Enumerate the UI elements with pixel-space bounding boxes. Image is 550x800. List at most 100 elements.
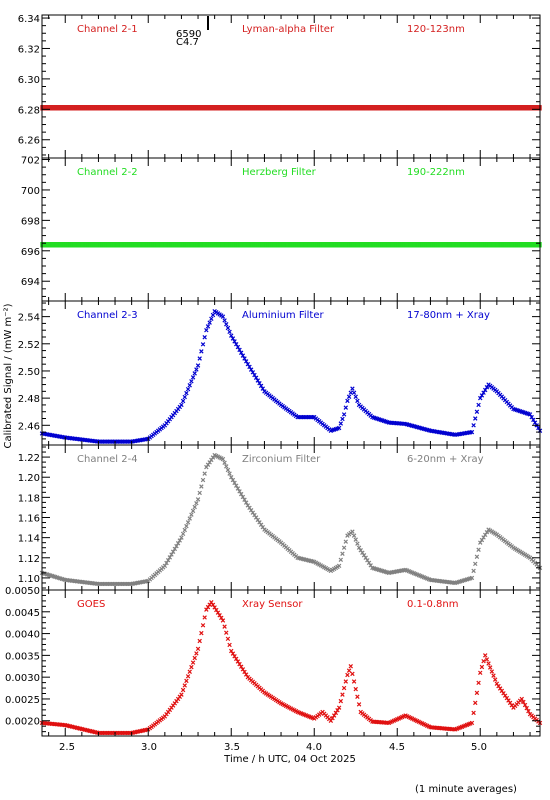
panel-5: 0.0020 0.0025 0.0030 0.0035 0.0040 0.0045 0.00… (5, 586, 543, 737)
y-tick-label: 0.0045 (5, 608, 40, 619)
y-tick-label: 6.26 (18, 136, 40, 147)
data-point (331, 713, 337, 718)
y-tick-label: 700 (21, 186, 40, 197)
data-point (350, 671, 355, 677)
data-point (340, 692, 345, 697)
data-point (209, 316, 214, 322)
x-tick-label: 4.0 (306, 742, 322, 753)
data-point (197, 490, 202, 496)
data-point (197, 638, 202, 644)
y-tick-label: 6.32 (18, 44, 40, 55)
data-point (243, 672, 249, 677)
data-point (169, 552, 174, 557)
data-point (233, 483, 239, 488)
y-tick-label: 2.52 (18, 340, 40, 351)
data-point (365, 558, 370, 563)
data-point (245, 361, 251, 367)
data-point (474, 554, 480, 559)
data-point (185, 386, 191, 392)
data-point (224, 322, 229, 327)
data-point (478, 670, 483, 676)
data-point (179, 535, 184, 540)
data-point (192, 371, 197, 376)
data-point (479, 664, 485, 670)
data-point (333, 710, 339, 716)
data-point (338, 698, 344, 704)
series-points (39, 599, 543, 736)
data-point (341, 685, 347, 691)
data-point (192, 504, 197, 510)
data-point (237, 489, 242, 494)
band-label: 120-123nm (407, 24, 465, 35)
data-point (222, 624, 227, 629)
y-tick-label: 0.0030 (5, 673, 40, 684)
data-point (189, 379, 194, 384)
data-point (481, 390, 486, 395)
data-point (360, 550, 365, 555)
data-point (478, 540, 483, 545)
data-point (210, 602, 216, 608)
event-marker-label: C4.7 (176, 37, 199, 48)
data-point (227, 642, 232, 648)
data-point (257, 380, 262, 386)
data-point (199, 349, 204, 354)
data-point (476, 680, 481, 686)
data-point (219, 615, 224, 621)
x-tick-label: 5.0 (471, 742, 487, 753)
data-point (189, 512, 194, 517)
data-point (217, 613, 222, 618)
panel-frame (41, 300, 541, 446)
data-point (230, 477, 236, 483)
data-point (167, 555, 173, 560)
data-point (348, 390, 353, 395)
data-point (165, 557, 171, 563)
data-point (197, 356, 202, 361)
data-point (184, 678, 189, 684)
data-point (258, 383, 264, 389)
data-point (345, 398, 350, 404)
data-point (210, 312, 216, 318)
data-point (240, 667, 246, 672)
data-point (229, 648, 234, 654)
data-point (531, 417, 536, 423)
channel-label: Channel 2-3 (77, 310, 138, 321)
data-point (233, 341, 239, 347)
panel-frame (41, 444, 541, 591)
data-point (222, 318, 227, 323)
band-label: 6-20nm + Xray (407, 454, 484, 465)
y-axis-label: Calibrated Signal / (mW m⁻²) (3, 303, 14, 448)
data-point (260, 386, 266, 391)
data-point (235, 344, 241, 350)
channel-label: Channel 2-1 (77, 24, 138, 35)
data-point (182, 527, 187, 533)
data-point (202, 335, 207, 340)
data-point (170, 549, 176, 554)
y-tick-label: 1.14 (18, 534, 40, 545)
channel-label: Channel 2-4 (77, 454, 138, 465)
data-point (474, 690, 480, 696)
y-tick-label: 0.0020 (5, 717, 40, 728)
data-point (232, 480, 237, 486)
y-tick-label: 1.22 (18, 453, 40, 464)
data-point (187, 383, 192, 388)
y-tick-label: 1.12 (18, 554, 40, 565)
data-point (237, 347, 242, 353)
data-point (471, 423, 476, 428)
data-point (476, 547, 481, 552)
data-point (182, 394, 187, 400)
data-point (336, 705, 342, 710)
data-point (229, 333, 234, 338)
averaging-note: (1 minute averages) (415, 784, 517, 795)
data-point (185, 674, 191, 679)
data-point (233, 656, 239, 662)
data-point (491, 673, 496, 678)
data-point (338, 557, 344, 563)
panel-4: 1.10 1.12 1.14 1.16 1.18 1.20 1.22 Channel 2-4 Z… (18, 444, 543, 591)
data-point (212, 605, 217, 610)
data-point (366, 560, 372, 566)
data-point (479, 393, 485, 398)
data-point (180, 531, 186, 537)
data-point (162, 563, 168, 569)
data-point (348, 664, 353, 669)
data-point (240, 353, 246, 358)
